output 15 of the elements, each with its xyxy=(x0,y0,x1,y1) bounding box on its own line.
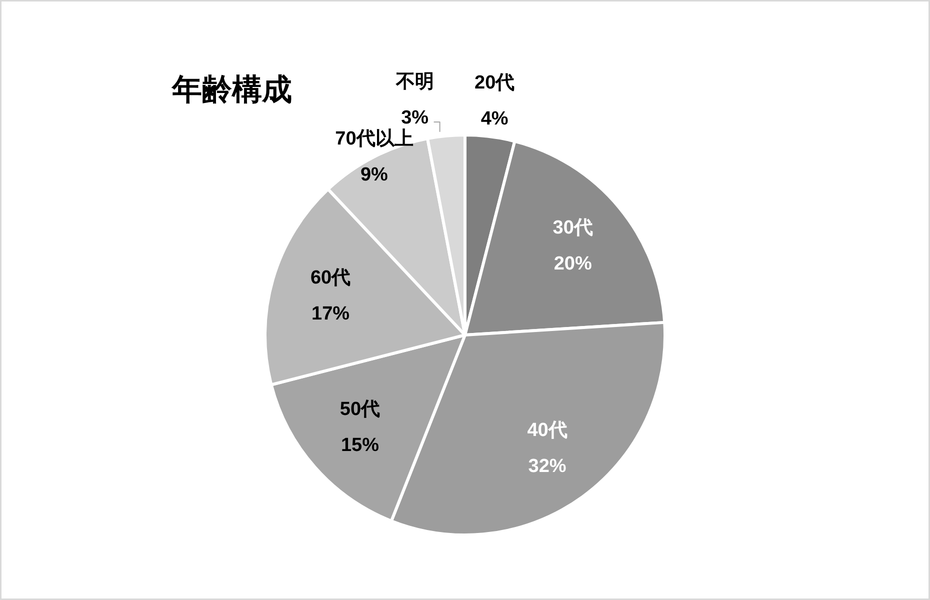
slice-label: 70代以上 xyxy=(335,127,414,150)
data-label: 15% xyxy=(340,435,380,456)
slice-label: 30代 xyxy=(552,217,593,238)
data-label: 17% xyxy=(312,303,350,324)
data-label: 3% xyxy=(401,108,429,129)
slice-label: 20代 xyxy=(474,72,515,94)
slice-label: 40代 xyxy=(527,420,568,441)
slice-label: 60代 xyxy=(310,267,351,288)
data-label: 9% xyxy=(360,164,388,186)
data-label: 32% xyxy=(528,456,566,477)
data-label: 20% xyxy=(554,253,592,274)
chart-title: 年齢構成 xyxy=(171,74,292,106)
slice-label: 不明 xyxy=(394,72,434,93)
slice-label: 50代 xyxy=(340,399,380,420)
data-label: 4% xyxy=(480,108,508,130)
